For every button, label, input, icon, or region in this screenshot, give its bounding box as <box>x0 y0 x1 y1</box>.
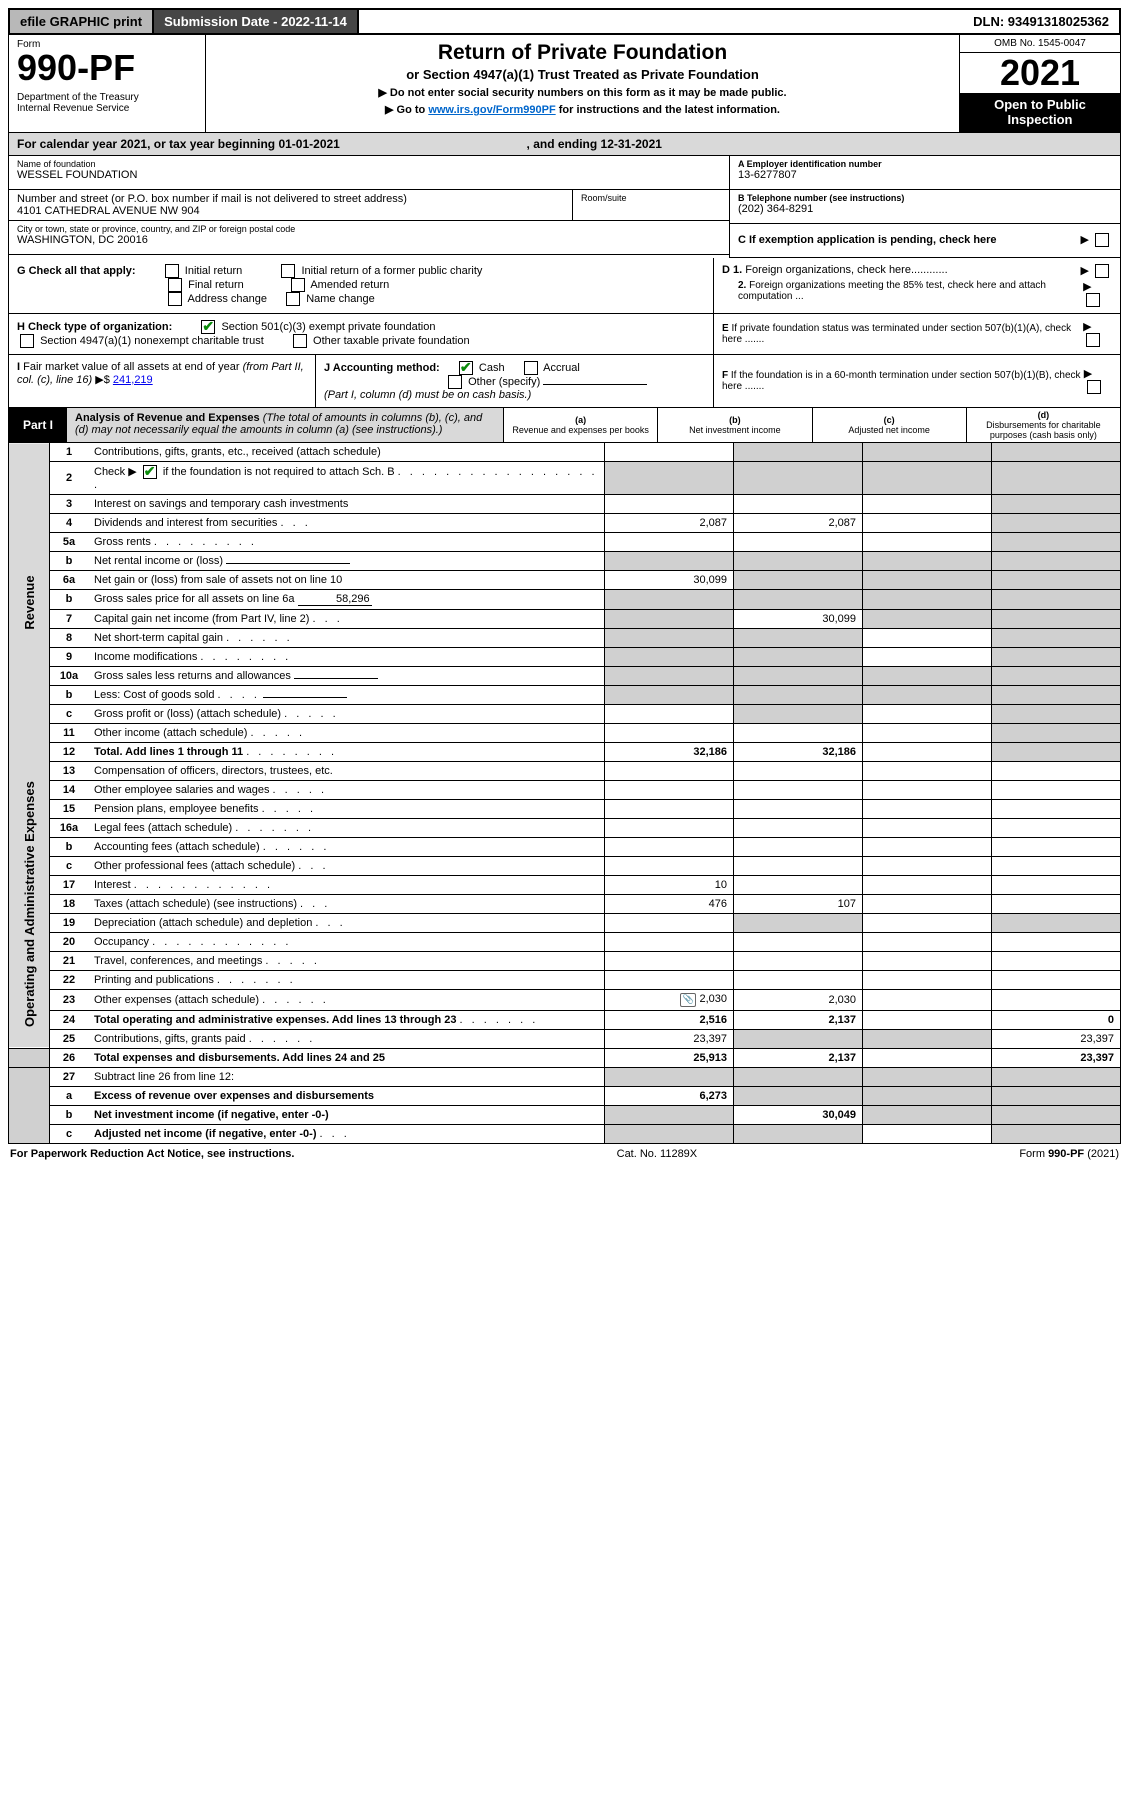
expenses-side-label: Operating and Administrative Expenses <box>9 761 50 1048</box>
form-subtitle: or Section 4947(a)(1) Trust Treated as P… <box>216 67 949 82</box>
name-label: Name of foundation <box>17 159 721 169</box>
city-label: City or town, state or province, country… <box>17 224 721 234</box>
calendar-year-row: For calendar year 2021, or tax year begi… <box>8 133 1121 156</box>
d1-checkbox[interactable] <box>1095 264 1109 278</box>
final-return-checkbox[interactable] <box>168 278 182 292</box>
cash-checkbox[interactable] <box>459 361 473 375</box>
part-1-title: Analysis of Revenue and Expenses <box>75 412 260 424</box>
fmv-link[interactable]: 241,219 <box>113 374 153 386</box>
form-header: Form 990-PF Department of the Treasury I… <box>8 35 1121 133</box>
section-d: D 1. D 1. Foreign organizations, check h… <box>714 258 1120 313</box>
part-1-label: Part I <box>9 408 67 442</box>
pending-label: C If exemption application is pending, c… <box>738 234 997 246</box>
footer-left: For Paperwork Reduction Act Notice, see … <box>10 1148 294 1160</box>
d2-checkbox[interactable] <box>1086 293 1100 307</box>
ein-value: 13-6277807 <box>738 169 1112 181</box>
phone-value: (202) 364-8291 <box>738 203 1112 215</box>
dln: DLN: 93491318025362 <box>963 10 1119 33</box>
e-checkbox[interactable] <box>1086 333 1100 347</box>
part-1-header: Part I Analysis of Revenue and Expenses … <box>8 408 1121 443</box>
foundation-name: WESSEL FOUNDATION <box>17 169 721 181</box>
efile-print-button[interactable]: efile GRAPHIC print <box>10 10 154 33</box>
phone-label: B Telephone number (see instructions) <box>738 193 1112 203</box>
col-a-header: (a) Revenue and expenses per books <box>503 408 657 442</box>
open-to-public: Open to Public Inspection <box>960 93 1120 132</box>
f-checkbox[interactable] <box>1087 380 1101 394</box>
initial-former-checkbox[interactable] <box>281 264 295 278</box>
address-change-checkbox[interactable] <box>168 292 182 306</box>
instruction-2: ▶ Go to www.irs.gov/Form990PF for instru… <box>216 103 949 116</box>
col-c-header: (c) Adjusted net income <box>812 408 966 442</box>
accrual-checkbox[interactable] <box>524 361 538 375</box>
section-f: F If the foundation is in a 60-month ter… <box>714 355 1120 407</box>
col-b-header: (b) Net investment income <box>657 408 811 442</box>
section-e: E If private foundation status was termi… <box>714 314 1120 354</box>
footer-center: Cat. No. 11289X <box>617 1148 698 1160</box>
submission-date: Submission Date - 2022-11-14 <box>154 10 359 33</box>
instruction-1: ▶ Do not enter social security numbers o… <box>216 86 949 99</box>
4947-checkbox[interactable] <box>20 334 34 348</box>
sch-b-checkbox[interactable] <box>143 465 157 479</box>
tax-year: 2021 <box>960 53 1120 93</box>
other-method-checkbox[interactable] <box>448 375 462 389</box>
foundation-address: 4101 CATHEDRAL AVENUE NW 904 <box>17 205 564 217</box>
addr-label: Number and street (or P.O. box number if… <box>17 193 564 205</box>
revenue-side-label: Revenue <box>9 443 50 762</box>
omb-number: OMB No. 1545-0047 <box>960 35 1120 53</box>
page-footer: For Paperwork Reduction Act Notice, see … <box>8 1144 1121 1164</box>
501c3-checkbox[interactable] <box>201 320 215 334</box>
footer-right: Form 990-PF (2021) <box>1019 1148 1119 1160</box>
top-bar: efile GRAPHIC print Submission Date - 20… <box>8 8 1121 35</box>
revenue-expenses-table: Revenue 1Contributions, gifts, grants, e… <box>8 443 1121 1144</box>
other-taxable-checkbox[interactable] <box>293 334 307 348</box>
section-i: I Fair market value of all assets at end… <box>9 355 316 407</box>
section-g: G Check all that apply: Initial return I… <box>9 258 714 313</box>
department: Department of the Treasury Internal Reve… <box>17 92 197 114</box>
name-change-checkbox[interactable] <box>286 292 300 306</box>
ein-label: A Employer identification number <box>738 159 1112 169</box>
form-title: Return of Private Foundation <box>216 41 949 65</box>
amended-return-checkbox[interactable] <box>291 278 305 292</box>
col-d-header: (d) Disbursements for charitable purpose… <box>966 408 1120 442</box>
form-number: 990-PF <box>17 50 197 86</box>
section-h: H Check type of organization: Section 50… <box>9 314 714 354</box>
pending-checkbox[interactable] <box>1095 233 1109 247</box>
attach-icon[interactable]: 📎 <box>680 993 696 1007</box>
section-j: J Accounting method: Cash Accrual Other … <box>316 355 714 407</box>
room-label: Room/suite <box>573 190 729 220</box>
irs-link[interactable]: www.irs.gov/Form990PF <box>428 104 555 116</box>
foundation-city: WASHINGTON, DC 20016 <box>17 234 721 246</box>
initial-return-checkbox[interactable] <box>165 264 179 278</box>
foundation-info: Name of foundation WESSEL FOUNDATION Num… <box>8 156 1121 258</box>
